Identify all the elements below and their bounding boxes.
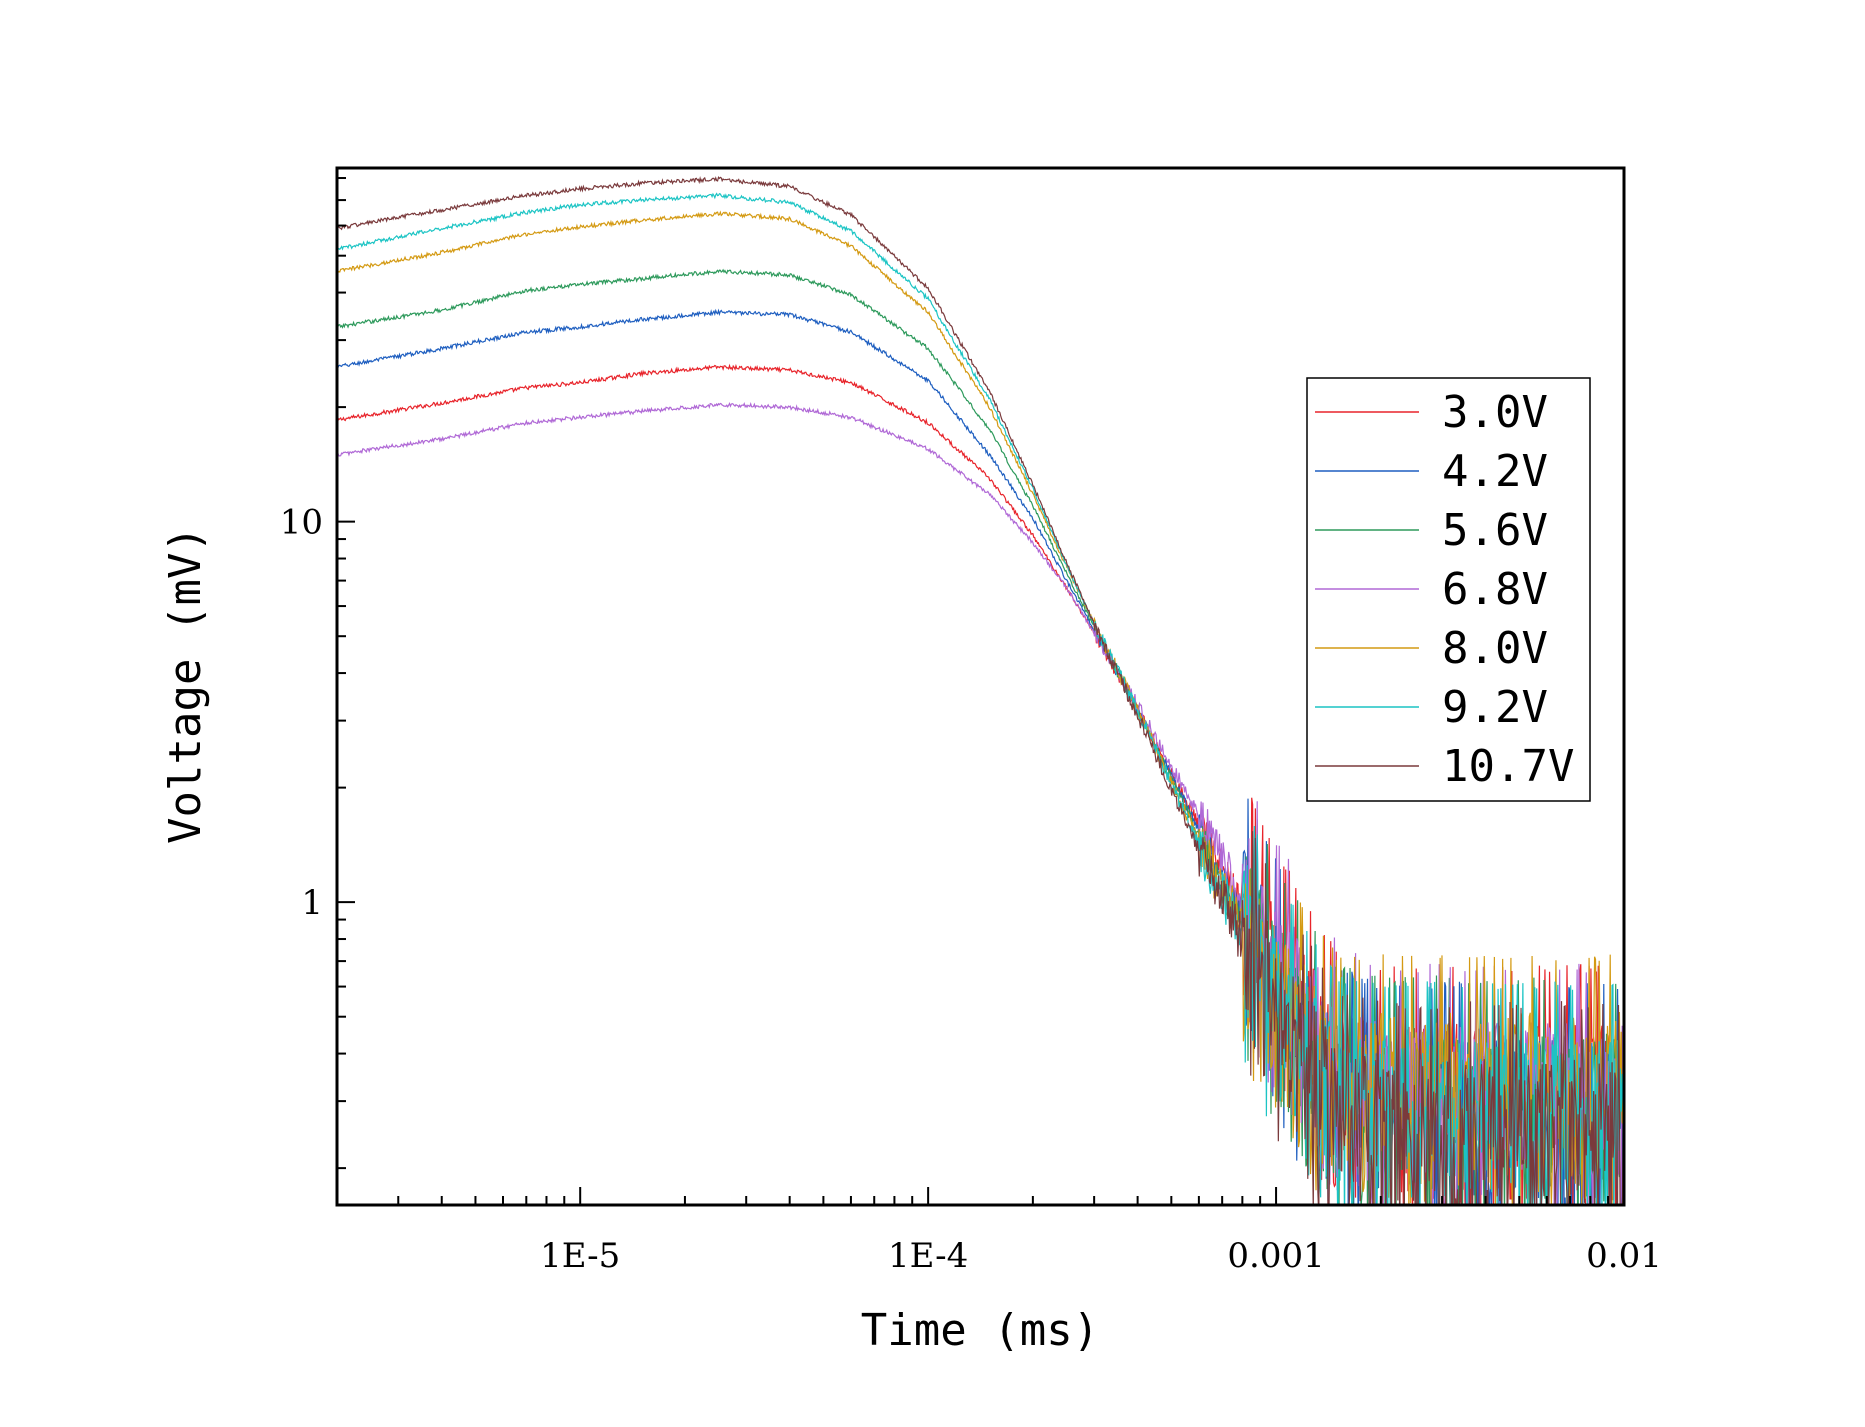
series-line-6.8V xyxy=(337,401,1624,1205)
x-tick-label: 1E-5 xyxy=(540,1236,620,1276)
x-tick-label: 0.01 xyxy=(1586,1236,1662,1276)
series-line-10.7V xyxy=(337,175,1624,1205)
x-axis-ticks: 1E-5 1E-4 0.001 0.01 xyxy=(336,1187,1662,1276)
y-axis-title: Voltage (mV) xyxy=(160,526,211,844)
y-tick-label: 1 xyxy=(301,883,323,923)
y-tick-label: 10 xyxy=(280,503,323,543)
x-axis-title: Time (ms) xyxy=(861,1305,1099,1356)
legend-label-5.6V: 5.6V xyxy=(1442,505,1548,556)
legend-label-8.0V: 8.0V xyxy=(1442,623,1548,674)
legend-label-4.2V: 4.2V xyxy=(1442,446,1548,497)
legend: 3.0V 4.2V 5.6V 6.8V 8.0V 9.2V 10.7V xyxy=(1306,377,1591,802)
plot-frame xyxy=(335,166,1626,1207)
x-tick-label: 0.001 xyxy=(1227,1236,1324,1276)
y-axis-ticks: 1 10 xyxy=(280,177,355,1170)
legend-label-10.7V: 10.7V xyxy=(1442,741,1574,792)
legend-label-9.2V: 9.2V xyxy=(1442,682,1548,733)
series-layer xyxy=(337,175,1624,1205)
legend-label-3.0V: 3.0V xyxy=(1442,387,1548,438)
x-tick-label: 1E-4 xyxy=(888,1236,968,1276)
legend-label-6.8V: 6.8V xyxy=(1442,564,1548,615)
